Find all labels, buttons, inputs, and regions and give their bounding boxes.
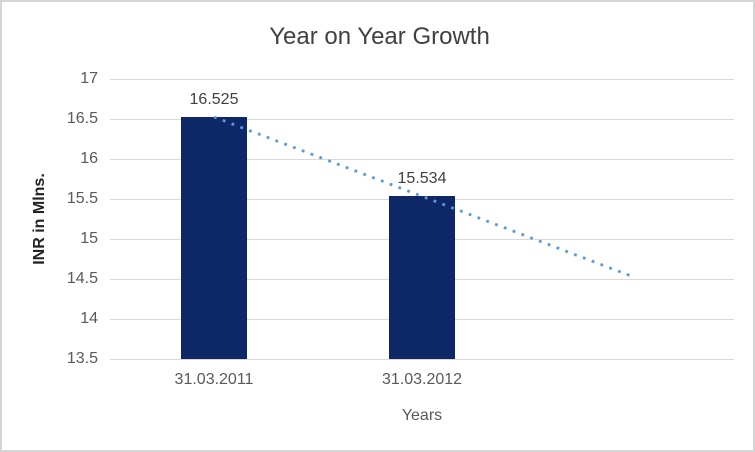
- y-tick-label: 16: [80, 150, 98, 167]
- y-tick-label: 16.5: [66, 110, 98, 127]
- bar-31.03.2012: [389, 196, 455, 359]
- bar-data-label: 15.534: [397, 170, 447, 188]
- trendline: [213, 115, 631, 277]
- y-tick-label: 14.5: [66, 270, 98, 287]
- x-axis-title: Years: [401, 407, 443, 424]
- gridline: [110, 359, 734, 360]
- x-tick-label: 31.03.2011: [174, 371, 254, 388]
- y-tick-label: 15.5: [66, 190, 98, 207]
- y-tick-label: 15: [80, 230, 98, 247]
- bar-data-label: 16.525: [189, 91, 239, 108]
- x-tick-label: 31.03.2012: [381, 371, 463, 388]
- bar-31.03.2011: [181, 117, 247, 359]
- gridline: [110, 119, 734, 120]
- gridline: [110, 79, 734, 80]
- y-tick-label: 14: [80, 310, 98, 327]
- gridline: [110, 159, 734, 160]
- y-axis-title: INR in Mlns.: [31, 173, 48, 265]
- y-tick-label: 17: [80, 70, 98, 87]
- y-tick-label: 13.5: [66, 350, 98, 367]
- chart-title: Year on Year Growth: [269, 23, 490, 50]
